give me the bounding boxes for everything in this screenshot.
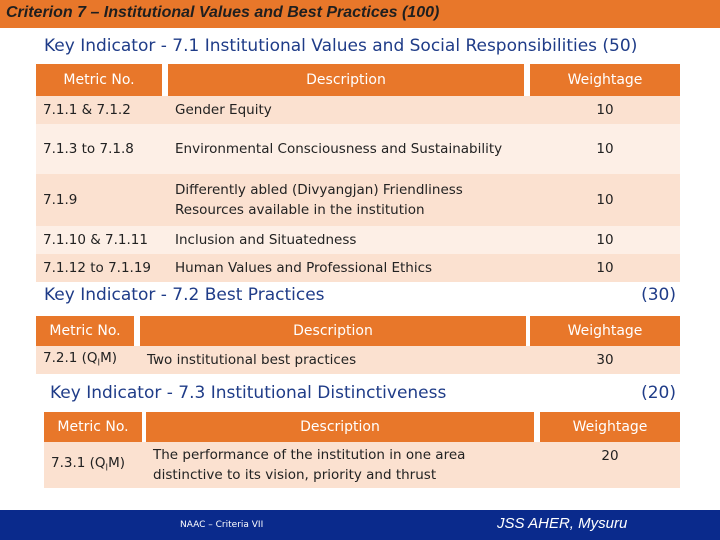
table-cell: Two institutional best practices: [140, 346, 530, 374]
metric-text: 7.2.1 (Q: [43, 350, 98, 367]
column-header: Weightage: [540, 412, 680, 442]
footer-left: NAAC – Criteria VII: [180, 520, 264, 530]
column-header: Weightage: [530, 316, 680, 346]
metric-text: 7.3.1 (Q: [51, 455, 106, 472]
section-weight: (20): [641, 383, 676, 403]
footer-right: JSS AHER, Mysuru: [497, 515, 628, 532]
column-header: Metric No.: [36, 64, 162, 96]
column-header: Description: [140, 316, 526, 346]
table-cell: The performance of the institution in on…: [146, 442, 540, 488]
table-cell: 10: [530, 124, 680, 174]
column-header: Weightage: [530, 64, 680, 96]
column-header: Metric No.: [36, 316, 134, 346]
footer-bar: NAAC – Criteria VII JSS AHER, Mysuru: [0, 510, 720, 540]
metric-text: l: [105, 464, 109, 475]
table-cell: 10: [530, 254, 680, 282]
table-cell: 7.1.10 & 7.1.11: [36, 226, 168, 254]
section-title: Key Indicator - 7.2 Best Practices: [44, 285, 325, 305]
table-cell: Human Values and Professional Ethics: [168, 254, 530, 282]
table-cell: 20: [540, 442, 680, 488]
table-cell: Differently abled (Divyangjan) Friendlin…: [168, 174, 530, 226]
metric-text: l: [97, 359, 101, 370]
column-header: Description: [146, 412, 534, 442]
metric-cell: 7.3.1 (QlM): [44, 442, 146, 488]
table-cell: 30: [530, 346, 680, 374]
section-weight: (30): [641, 285, 676, 305]
slide-title: Criterion 7 – Institutional Values and B…: [6, 4, 440, 21]
column-header: Description: [168, 64, 524, 96]
table-cell: Gender Equity: [168, 96, 530, 124]
table-cell: 7.1.3 to 7.1.8: [36, 124, 168, 174]
metric-cell: 7.2.1 (QlM): [36, 346, 140, 374]
table-cell: Environmental Consciousness and Sustaina…: [168, 124, 530, 174]
column-header: Metric No.: [44, 412, 142, 442]
table-cell: 7.1.1 & 7.1.2: [36, 96, 168, 124]
table-cell: Inclusion and Situatedness: [168, 226, 530, 254]
section-title: Key Indicator - 7.3 Institutional Distin…: [50, 383, 447, 403]
metric-text: M): [108, 455, 125, 472]
table-cell: 10: [530, 174, 680, 226]
metric-text: M): [100, 350, 117, 367]
table-cell: 10: [530, 226, 680, 254]
header-bar: Criterion 7 – Institutional Values and B…: [0, 0, 720, 28]
table-cell: 7.1.12 to 7.1.19: [36, 254, 168, 282]
table-cell: 10: [530, 96, 680, 124]
section-title: Key Indicator - 7.1 Institutional Values…: [44, 36, 638, 56]
table-cell: 7.1.9: [36, 174, 168, 226]
